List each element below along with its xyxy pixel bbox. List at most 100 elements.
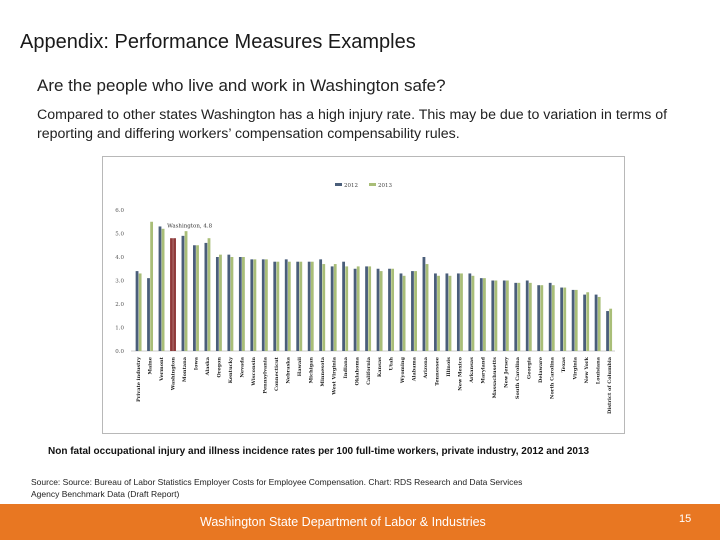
bar-private-industry-2013 — [138, 273, 142, 351]
slide-subheading: Are the people who live and work in Wash… — [37, 76, 446, 95]
bar-indiana-2013 — [345, 266, 349, 351]
x-tick-label: Virginia — [572, 356, 578, 380]
x-tick-label: District of Columbia — [607, 356, 613, 414]
x-tick-label: Oklahoma — [354, 356, 360, 385]
bar-district-of-columbia-2013 — [609, 308, 613, 351]
x-tick-label: Louisiana — [595, 356, 601, 384]
bar-illinois-2012 — [445, 273, 449, 351]
y-tick-label: 5.0 — [115, 232, 124, 238]
x-tick-label: Delaware — [538, 357, 544, 383]
legend-label-2013: 2013 — [378, 183, 392, 189]
x-tick-label: New Jersey — [503, 356, 509, 388]
x-tick-label: California — [366, 356, 372, 385]
x-tick-label: Wisconsin — [251, 357, 257, 387]
x-tick-label: Wyoming — [400, 357, 406, 385]
bar-kansas-2013 — [379, 271, 383, 351]
bar-tennessee-2013 — [437, 275, 440, 351]
bar-north-carolina-2012 — [548, 282, 552, 351]
bar-maryland-2012 — [479, 278, 483, 351]
x-tick-label: New Mexico — [458, 356, 464, 390]
x-tick-label: Private industry — [136, 356, 142, 402]
bar-pennsylvania-2013 — [264, 259, 268, 351]
bar-tennessee-2012 — [434, 273, 437, 351]
bar-arizona-2012 — [422, 257, 426, 351]
bar-nebraska-2012 — [284, 259, 288, 351]
bar-illinois-2013 — [448, 275, 452, 351]
bar-new-york-2013 — [586, 292, 590, 351]
bar-kentucky-2013 — [230, 257, 234, 351]
bar-texas-2013 — [563, 287, 567, 351]
bar-nevada-2012 — [238, 257, 242, 351]
bar-alaska-2012 — [204, 242, 208, 351]
x-tick-label: Oregon — [217, 357, 223, 378]
washington-annotation: Washington, 4.8 — [167, 224, 212, 230]
bar-nebraska-2013 — [287, 261, 291, 351]
bar-west-virginia-2012 — [330, 266, 334, 351]
source-note: Source: Source: Bureau of Labor Statisti… — [31, 477, 523, 499]
bar-south-carolina-2012 — [514, 282, 518, 351]
bar-oregon-2012 — [215, 257, 219, 351]
bar-vermont-2013 — [161, 228, 165, 351]
bar-alaska-2013 — [207, 238, 211, 351]
bar-utah-2012 — [388, 268, 391, 351]
bar-louisiana-2013 — [597, 296, 601, 351]
x-tick-label: Montana — [182, 356, 188, 382]
bar-maine-2013 — [150, 221, 154, 351]
bar-connecticut-2013 — [276, 261, 280, 351]
bar-kentucky-2012 — [227, 254, 231, 351]
bar-oklahoma-2012 — [353, 268, 357, 351]
x-tick-label: South Carolina — [515, 356, 521, 399]
legend-swatch-2013 — [369, 183, 376, 186]
footer-agency-name: Washington State Department of Labor & I… — [200, 515, 486, 529]
bar-montana-2013 — [184, 231, 188, 351]
x-tick-label: Hawaii — [297, 357, 303, 376]
bar-arkansas-2013 — [471, 275, 475, 351]
bar-new-york-2012 — [583, 294, 587, 351]
x-tick-label: Nevada — [240, 356, 246, 377]
bar-minnesota-2013 — [322, 264, 326, 351]
x-tick-label: Washington — [171, 357, 177, 392]
bar-pennsylvania-2012 — [261, 259, 265, 351]
bar-north-carolina-2013 — [551, 285, 555, 351]
bar-iowa-2013 — [196, 245, 199, 351]
bar-wisconsin-2012 — [250, 259, 254, 351]
bar-west-virginia-2013 — [333, 264, 337, 351]
x-tick-label: Massachusetts — [492, 357, 498, 399]
x-tick-label: Kansas — [377, 357, 383, 377]
bar-massachusetts-2012 — [491, 280, 495, 351]
x-tick-label: Arkansas — [469, 357, 475, 384]
x-tick-label: Indiana — [343, 356, 349, 378]
bar-massachusetts-2013 — [494, 280, 498, 351]
bar-california-2013 — [368, 266, 372, 351]
bar-delaware-2013 — [540, 285, 544, 351]
x-tick-label: Georgia — [526, 356, 532, 379]
bar-georgia-2012 — [525, 280, 529, 351]
x-tick-label: Connecticut — [274, 356, 280, 391]
bar-texas-2012 — [560, 287, 564, 351]
bar-california-2012 — [365, 266, 368, 351]
x-tick-label: Texas — [561, 357, 567, 373]
bar-wyoming-2012 — [399, 273, 403, 351]
bar-arizona-2013 — [425, 264, 429, 351]
bar-michigan-2012 — [307, 261, 311, 351]
bar-nevada-2013 — [242, 257, 245, 351]
x-tick-label: Maine — [148, 357, 154, 375]
bar-georgia-2013 — [528, 282, 532, 351]
x-tick-label: Maryland — [481, 357, 487, 384]
x-tick-label: Illinois — [446, 357, 452, 377]
x-tick-label: Pennsylvania — [262, 356, 268, 393]
bar-montana-2012 — [181, 235, 185, 351]
y-tick-label: 4.0 — [115, 255, 124, 261]
bar-minnesota-2012 — [319, 259, 323, 351]
x-tick-label: Minnesota — [320, 356, 326, 386]
bar-new-jersey-2012 — [502, 280, 506, 351]
bar-utah-2013 — [391, 268, 395, 351]
bar-new-mexico-2013 — [460, 273, 463, 351]
bar-michigan-2013 — [310, 261, 314, 351]
bar-louisiana-2012 — [594, 294, 598, 351]
bar-hawaii-2012 — [296, 261, 300, 351]
x-tick-label: New York — [584, 356, 590, 383]
bar-alabama-2013 — [414, 271, 417, 351]
bar-private-industry-2012 — [135, 271, 139, 351]
x-tick-label: Michigan — [308, 357, 314, 384]
